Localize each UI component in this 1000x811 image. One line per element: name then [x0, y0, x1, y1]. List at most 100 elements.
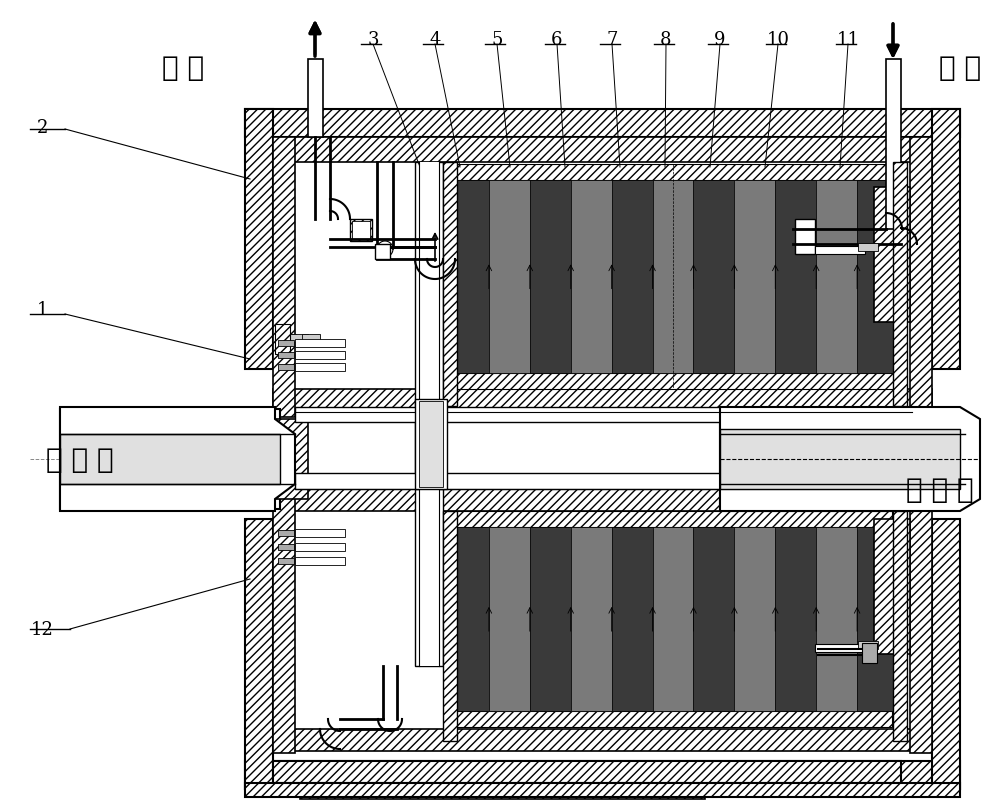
Bar: [443, 163, 457, 406]
Bar: [245, 783, 960, 797]
Bar: [858, 642, 878, 649]
Bar: [415, 400, 447, 489]
Bar: [612, 181, 653, 374]
Text: 1: 1: [36, 301, 48, 319]
Bar: [857, 181, 898, 374]
Text: 9: 9: [714, 31, 726, 49]
Text: 8: 8: [660, 31, 672, 49]
Text: 7: 7: [606, 31, 618, 49]
Bar: [653, 181, 693, 374]
Bar: [60, 435, 280, 484]
Bar: [419, 163, 439, 666]
Bar: [815, 644, 870, 652]
Bar: [862, 643, 877, 663]
Bar: [857, 527, 898, 711]
Bar: [295, 530, 345, 538]
Bar: [278, 530, 294, 536]
Bar: [245, 109, 273, 370]
Bar: [375, 245, 390, 260]
Bar: [419, 401, 443, 487]
Bar: [720, 430, 960, 489]
Bar: [693, 181, 734, 374]
Polygon shape: [60, 407, 295, 512]
Text: 输 入 端: 输 入 端: [46, 445, 114, 474]
Bar: [775, 181, 816, 374]
Bar: [295, 543, 345, 551]
Bar: [816, 181, 857, 374]
Bar: [295, 557, 345, 565]
Bar: [273, 729, 932, 751]
Bar: [693, 527, 734, 711]
Bar: [815, 247, 865, 255]
Bar: [295, 351, 345, 359]
Bar: [273, 138, 295, 418]
Text: 11: 11: [836, 31, 859, 49]
Bar: [273, 489, 932, 512]
Bar: [530, 181, 571, 374]
Bar: [795, 220, 815, 255]
Bar: [910, 138, 932, 418]
Bar: [489, 181, 530, 374]
Bar: [290, 335, 308, 342]
Bar: [278, 353, 294, 358]
Bar: [874, 519, 910, 654]
Text: 3: 3: [367, 31, 379, 49]
Bar: [278, 341, 294, 346]
Bar: [734, 527, 775, 711]
Bar: [448, 527, 489, 711]
Bar: [874, 188, 910, 323]
Bar: [245, 761, 960, 789]
Bar: [295, 363, 345, 371]
Bar: [273, 761, 901, 783]
Bar: [653, 527, 693, 711]
Bar: [273, 419, 308, 500]
Bar: [910, 489, 932, 753]
Bar: [448, 165, 898, 181]
Bar: [278, 335, 296, 342]
Bar: [443, 512, 457, 741]
Bar: [300, 783, 705, 799]
Text: 4: 4: [429, 31, 441, 49]
Bar: [893, 512, 907, 741]
Bar: [932, 519, 960, 789]
Bar: [60, 410, 280, 509]
Bar: [448, 181, 489, 374]
Bar: [273, 138, 932, 163]
Bar: [448, 711, 892, 727]
Bar: [489, 527, 530, 711]
Bar: [858, 243, 878, 251]
Text: 2: 2: [36, 119, 48, 137]
Text: 出 水: 出 水: [162, 54, 204, 82]
Bar: [296, 411, 914, 483]
Bar: [295, 340, 345, 348]
Bar: [448, 374, 898, 389]
Bar: [295, 407, 915, 423]
Bar: [734, 181, 775, 374]
Bar: [892, 419, 932, 500]
Bar: [932, 109, 960, 370]
Bar: [530, 527, 571, 711]
Bar: [278, 365, 294, 371]
Bar: [448, 512, 892, 527]
Bar: [275, 324, 290, 354]
Bar: [273, 389, 932, 411]
Bar: [245, 519, 273, 789]
Text: 10: 10: [766, 31, 789, 49]
Bar: [571, 181, 612, 374]
Bar: [302, 335, 320, 342]
Text: 进 水: 进 水: [939, 54, 981, 82]
Bar: [720, 410, 960, 509]
Bar: [571, 527, 612, 711]
Bar: [273, 489, 295, 753]
Text: 5: 5: [491, 31, 503, 49]
Text: 12: 12: [31, 620, 53, 638]
Bar: [352, 221, 370, 240]
Bar: [350, 220, 372, 242]
Bar: [295, 474, 915, 489]
Bar: [816, 527, 857, 711]
Bar: [775, 527, 816, 711]
Polygon shape: [720, 407, 980, 512]
Bar: [612, 527, 653, 711]
Text: 6: 6: [551, 31, 563, 49]
Bar: [278, 558, 294, 564]
